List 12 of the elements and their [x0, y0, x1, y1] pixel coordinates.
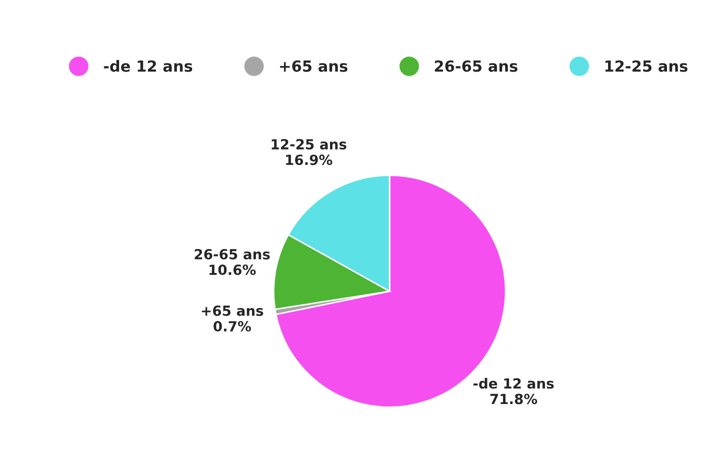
legend-label: +65 ans — [280, 60, 348, 72]
slice-label: -de 12 ans — [473, 378, 554, 389]
slice-label: 12-25 ans — [272, 139, 346, 150]
legend-label: 12-25 ans — [605, 60, 688, 72]
legend-label: -de 12 ans — [104, 60, 192, 72]
data-label: 10.6% — [210, 264, 256, 276]
data-label: 0.7% — [214, 321, 251, 332]
data-label: 16.9% — [286, 154, 332, 166]
legend-label: 26-65 ans — [434, 60, 518, 72]
slice-label: 26-65 ans — [194, 248, 270, 260]
slice-label: +65 ans — [202, 305, 264, 316]
data-label: 71.8% — [490, 394, 538, 404]
